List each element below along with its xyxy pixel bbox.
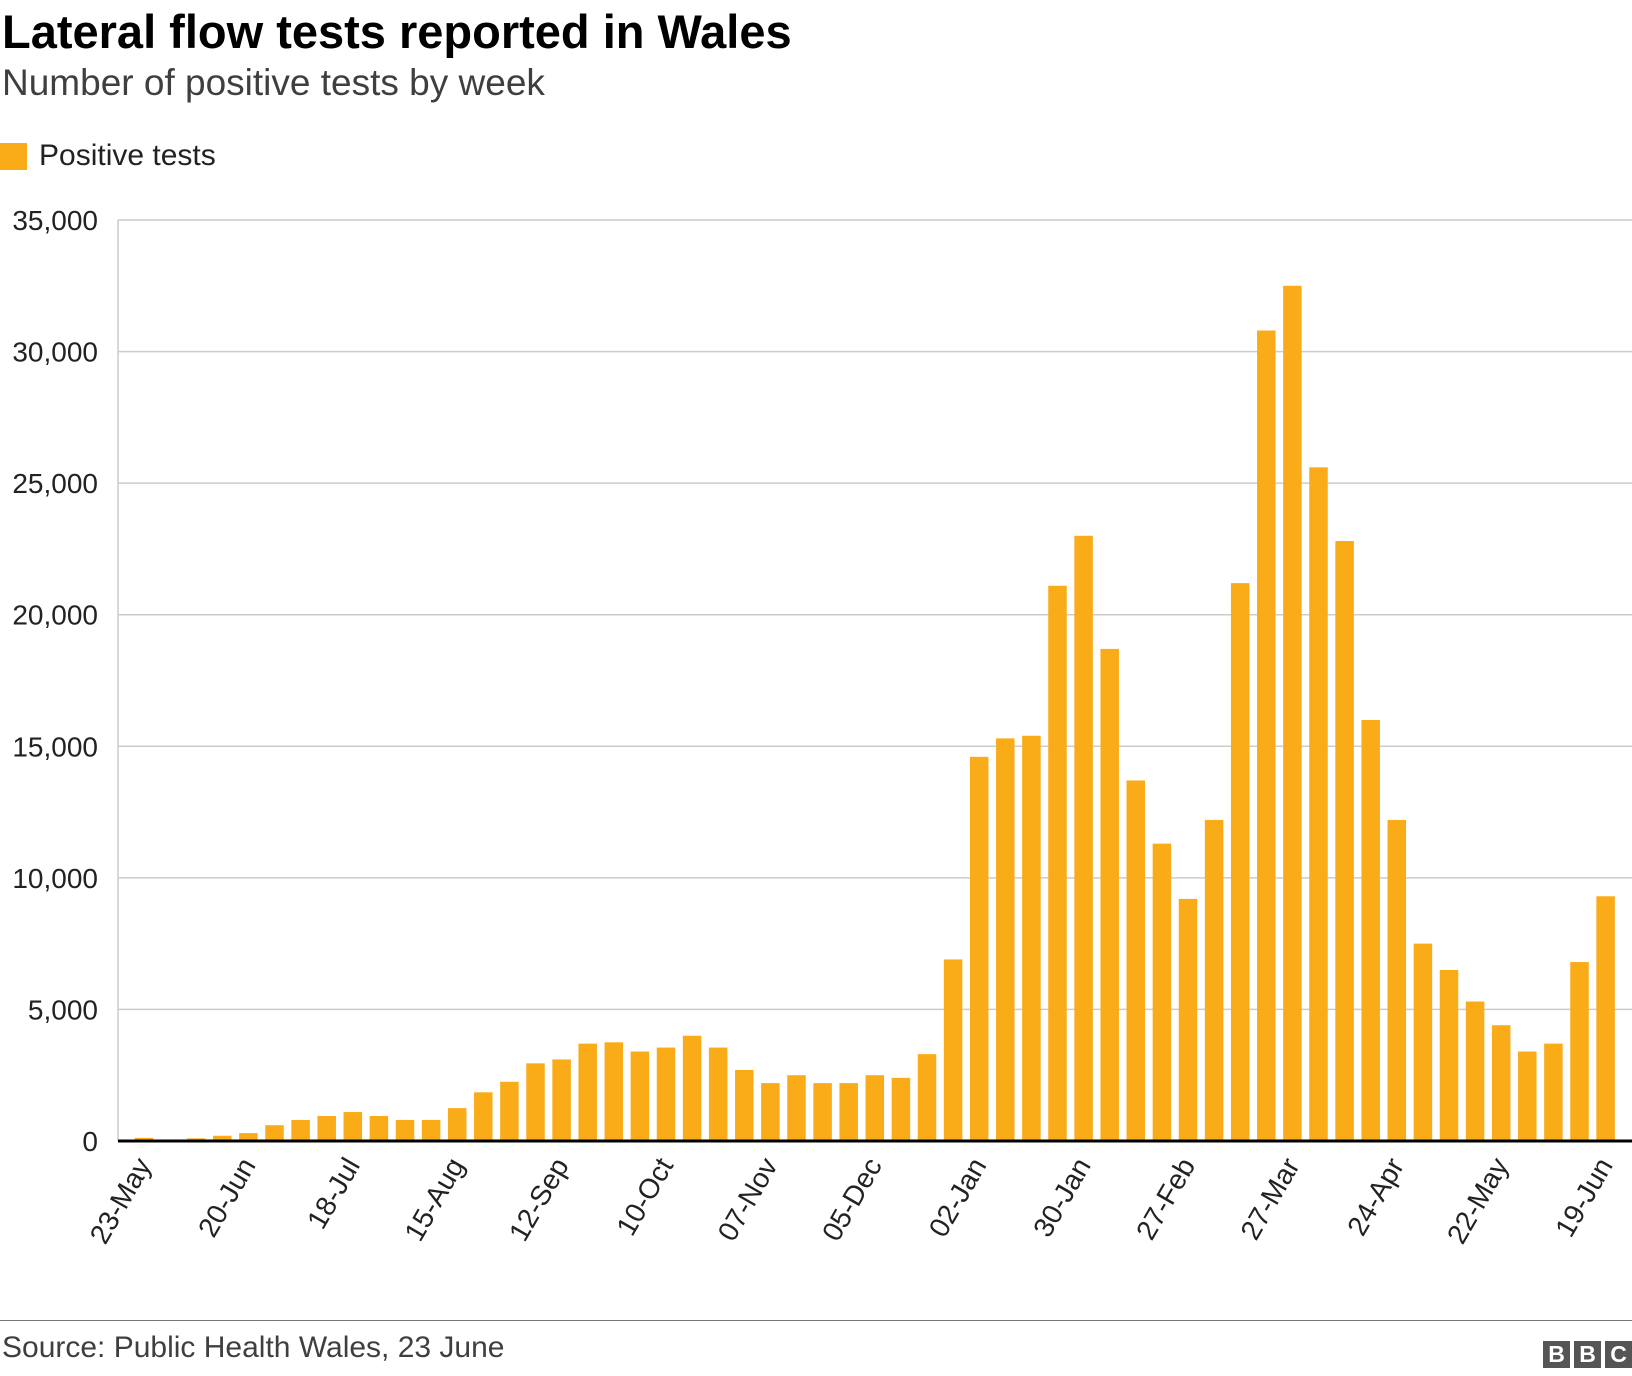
bars bbox=[134, 285, 1615, 1142]
bar-chart: 0 5,000 10,000 15,000 20,000 25,000 30,000 35,0… bbox=[12, 205, 1632, 1249]
bar bbox=[1491, 1025, 1511, 1141]
bar bbox=[447, 1108, 467, 1141]
bar bbox=[708, 1047, 728, 1141]
x-tick-label: 15-Aug bbox=[398, 1153, 470, 1247]
bar bbox=[996, 738, 1015, 1141]
bar bbox=[317, 1116, 336, 1141]
bar bbox=[1387, 819, 1407, 1141]
bar bbox=[578, 1043, 597, 1141]
bar bbox=[1570, 962, 1589, 1141]
bar bbox=[1335, 541, 1354, 1141]
bar bbox=[891, 1077, 911, 1141]
bar bbox=[552, 1059, 571, 1141]
bar bbox=[1518, 1051, 1537, 1141]
chart-title: Lateral flow tests reported in Wales bbox=[2, 5, 792, 58]
bar bbox=[604, 1042, 624, 1141]
bar bbox=[813, 1083, 832, 1141]
x-tick-label: 19-Jun bbox=[1549, 1153, 1619, 1243]
bar bbox=[761, 1083, 780, 1141]
bar bbox=[1257, 330, 1276, 1141]
bar bbox=[1283, 285, 1302, 1141]
x-tick-label: 12-Sep bbox=[503, 1153, 575, 1247]
bar bbox=[1178, 898, 1198, 1141]
bar bbox=[395, 1119, 415, 1141]
x-tick-label: 30-Jan bbox=[1027, 1153, 1097, 1243]
bar bbox=[682, 1035, 702, 1141]
bar bbox=[1439, 969, 1459, 1141]
bbc-logo-block: B bbox=[1543, 1341, 1570, 1368]
y-tick-label: 5,000 bbox=[28, 994, 98, 1025]
y-tick-label: 30,000 bbox=[12, 337, 98, 368]
bar bbox=[917, 1054, 937, 1141]
bar bbox=[526, 1063, 545, 1141]
y-tick-label: 10,000 bbox=[12, 863, 98, 894]
bar bbox=[1596, 896, 1615, 1141]
chart-subtitle: Number of positive tests by week bbox=[2, 62, 545, 103]
bar bbox=[474, 1092, 493, 1141]
bar bbox=[839, 1083, 858, 1141]
bar bbox=[421, 1119, 441, 1141]
bar bbox=[239, 1133, 258, 1141]
x-tick-label: 18-Jul bbox=[301, 1153, 366, 1235]
bar bbox=[1309, 467, 1328, 1142]
x-tick-label: 23-May bbox=[84, 1153, 158, 1249]
bar bbox=[735, 1069, 754, 1141]
x-tick-label: 02-Jan bbox=[923, 1153, 993, 1243]
legend: Positive tests bbox=[0, 138, 216, 174]
x-tick-label: 27-Mar bbox=[1234, 1153, 1305, 1245]
bar bbox=[369, 1116, 389, 1141]
bar bbox=[656, 1047, 676, 1141]
bar bbox=[213, 1135, 232, 1141]
bar bbox=[1230, 583, 1250, 1141]
bar bbox=[343, 1112, 363, 1141]
y-tick-label: 0 bbox=[82, 1126, 98, 1157]
footer-divider bbox=[0, 1320, 1632, 1321]
bar bbox=[1465, 1001, 1485, 1141]
bar bbox=[1126, 780, 1146, 1141]
legend-label: Positive tests bbox=[39, 139, 216, 172]
bbc-logo: B B C bbox=[1543, 1341, 1632, 1368]
x-axis-tick-labels: 23-May 20-Jun 18-Jul 15-Aug 12-Sep 10-Oct 07-N… bbox=[84, 1152, 1619, 1249]
bar bbox=[291, 1119, 310, 1141]
bbc-logo-block: C bbox=[1605, 1341, 1632, 1368]
x-tick-label: 07-Nov bbox=[712, 1153, 784, 1247]
x-tick-label: 22-May bbox=[1441, 1153, 1515, 1249]
source-note: Source: Public Health Wales, 23 June bbox=[2, 1331, 505, 1364]
bar bbox=[1544, 1043, 1563, 1141]
x-tick-label: 10-Oct bbox=[610, 1152, 679, 1240]
bar bbox=[1074, 535, 1093, 1141]
bar bbox=[969, 756, 989, 1141]
bar bbox=[1361, 719, 1380, 1141]
bbc-logo-block: B bbox=[1574, 1341, 1601, 1368]
bar bbox=[787, 1075, 806, 1141]
bar bbox=[1413, 943, 1433, 1141]
bar bbox=[265, 1125, 284, 1141]
bar bbox=[1022, 735, 1041, 1141]
bar bbox=[1100, 648, 1119, 1141]
x-tick-label: 24-Apr bbox=[1341, 1153, 1410, 1241]
bar bbox=[500, 1081, 519, 1141]
y-axis-tick-labels: 0 5,000 10,000 15,000 20,000 25,000 30,000 35,0… bbox=[12, 205, 98, 1157]
legend-swatch bbox=[0, 142, 27, 170]
x-tick-label: 27-Feb bbox=[1130, 1153, 1201, 1245]
y-tick-label: 25,000 bbox=[12, 468, 98, 499]
bar bbox=[1204, 819, 1224, 1141]
bar bbox=[134, 1137, 154, 1141]
bar bbox=[1048, 585, 1067, 1141]
x-tick-label: 05-Dec bbox=[816, 1153, 888, 1247]
y-tick-label: 15,000 bbox=[12, 731, 98, 762]
bar bbox=[1152, 843, 1172, 1141]
y-tick-label: 35,000 bbox=[12, 205, 98, 236]
x-tick-label: 20-Jun bbox=[192, 1153, 262, 1243]
bar bbox=[630, 1051, 650, 1141]
bar bbox=[943, 959, 963, 1141]
bar bbox=[865, 1075, 885, 1141]
y-tick-label: 20,000 bbox=[12, 600, 98, 631]
